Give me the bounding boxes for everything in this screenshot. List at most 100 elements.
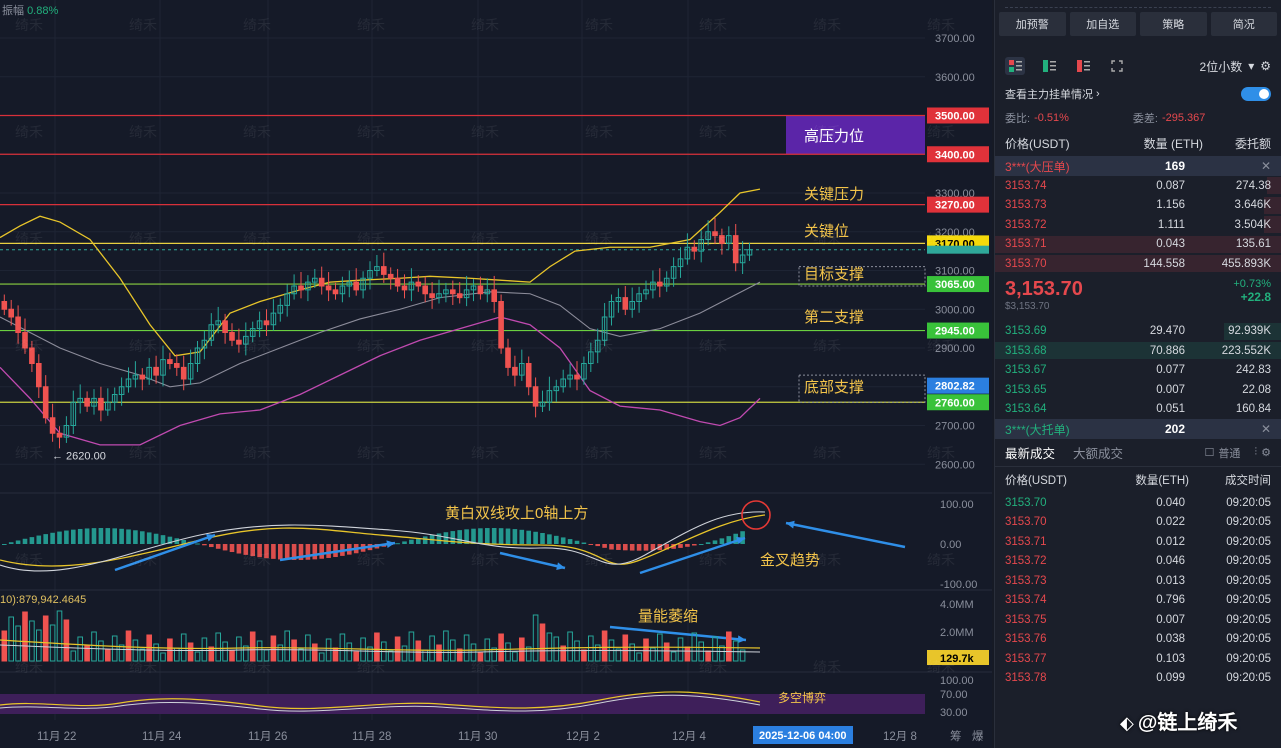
ask-row[interactable]: 3153.73 1.156 3.646K bbox=[1005, 196, 1281, 216]
blue-arrow-head bbox=[737, 635, 746, 644]
bid-row[interactable]: 3153.64 0.051 160.84 bbox=[1005, 400, 1271, 420]
volume-bar-up bbox=[118, 644, 125, 662]
volume-tag: 129.7k bbox=[940, 653, 975, 665]
bid-row[interactable]: 3153.65 0.007 22.08 bbox=[1005, 380, 1271, 400]
macd-bar-negative bbox=[629, 544, 635, 551]
ask-row[interactable]: 3153.72 1.111 3.504K bbox=[1005, 215, 1281, 235]
trade-price: 3153.70 bbox=[1005, 496, 1047, 509]
trade-row: 3153.70 0.022 09:20:05 bbox=[995, 513, 1281, 533]
settings-icon[interactable]: ⚙ bbox=[1260, 59, 1271, 73]
bid-price: 3153.69 bbox=[1005, 325, 1047, 338]
orderbook-both-icon[interactable] bbox=[1005, 57, 1025, 75]
macd-bar-positive bbox=[485, 528, 490, 544]
bull-candle bbox=[187, 363, 194, 380]
macd-bar-positive bbox=[554, 535, 559, 544]
bull-candle bbox=[360, 277, 366, 291]
bull-candle bbox=[305, 281, 311, 291]
bull-candle bbox=[291, 285, 297, 295]
orderbook-bids-icon[interactable] bbox=[1039, 57, 1059, 75]
trade-time: 09:20:05 bbox=[1226, 613, 1271, 626]
bid-qty: 29.470 bbox=[1149, 325, 1185, 338]
macd-bar-positive bbox=[29, 537, 35, 544]
bid-price: 3153.65 bbox=[1005, 383, 1047, 396]
settings-icon[interactable]: ⚙ bbox=[1261, 447, 1271, 459]
volume-bar-up bbox=[567, 631, 573, 662]
trade-time: 09:20:05 bbox=[1226, 516, 1271, 529]
ask-row[interactable]: 3153.71 0.043 135.61 bbox=[995, 235, 1281, 255]
col-qty[interactable]: 数量 (ETH) bbox=[1143, 136, 1203, 151]
add-alert-button[interactable]: 加预警 bbox=[999, 12, 1066, 36]
col-total[interactable]: 委托额 bbox=[1234, 136, 1271, 151]
tab-large-trades[interactable]: 大额成交 bbox=[1073, 447, 1124, 461]
blue-arrow bbox=[609, 625, 747, 642]
volume-bar-down bbox=[187, 642, 194, 662]
trade-row: 3153.72 0.046 09:20:05 bbox=[995, 552, 1281, 572]
macd-bar-negative bbox=[319, 544, 324, 559]
volume-bar-up bbox=[650, 647, 656, 662]
volume-bar-up bbox=[367, 646, 373, 662]
decimals-select[interactable]: 2位小数 ▾ ⚙ bbox=[1200, 58, 1271, 75]
macd-bar-negative bbox=[229, 544, 235, 553]
amplitude-value: 0.88% bbox=[27, 5, 59, 17]
order-ratio-row: 委比: -0.51% 委差: -295.367 bbox=[995, 106, 1281, 130]
bull-candle bbox=[670, 266, 677, 279]
fullscreen-icon[interactable] bbox=[1107, 57, 1127, 75]
close-icon[interactable]: ✕ bbox=[1260, 159, 1271, 173]
trade-col-time: 成交时间 bbox=[1225, 475, 1271, 487]
trade-col-qty[interactable]: 数量(ETH) bbox=[1135, 475, 1189, 487]
volume-bar-down bbox=[312, 643, 318, 662]
ask-total: 455.893K bbox=[1221, 257, 1271, 270]
overview-button[interactable]: 简况 bbox=[1210, 12, 1277, 36]
volume-tick: 4.0MM bbox=[940, 599, 974, 611]
volume-bar-up bbox=[8, 616, 14, 662]
ask-row[interactable]: 3153.70 144.558 455.893K bbox=[995, 254, 1281, 274]
big-bid-order[interactable]: 3***(大托单) 202 ✕ bbox=[995, 419, 1281, 439]
bear-candle bbox=[84, 397, 90, 407]
volume-note: 量能萎缩 bbox=[638, 608, 698, 625]
rsi-tick: 70.00 bbox=[940, 689, 968, 701]
macd-bar-positive bbox=[698, 543, 704, 545]
bear-candle bbox=[477, 285, 484, 295]
bull-candle bbox=[215, 320, 221, 326]
chart-area[interactable]: ← 2620.00 高压力位 关键压力 关键位 目标支撑 第二支撑 底部支撑 3700.00 3… bbox=[0, 0, 992, 748]
bear-candle bbox=[8, 308, 14, 318]
time-tick: 11月 22 bbox=[37, 731, 76, 743]
trade-qty: 0.099 bbox=[1156, 672, 1185, 685]
price-tag-bg bbox=[927, 276, 989, 293]
blue-arrow-head bbox=[736, 536, 745, 545]
volume-bar-up bbox=[346, 642, 353, 662]
macd-bar-negative bbox=[222, 544, 228, 551]
ask-row[interactable]: 3153.74 0.087 274.38 bbox=[1005, 176, 1281, 196]
macd-bar-negative bbox=[609, 544, 614, 550]
strategy-button[interactable]: 策略 bbox=[1140, 12, 1207, 36]
bull-candle bbox=[519, 363, 525, 376]
bid-total: 160.84 bbox=[1235, 403, 1271, 416]
main-orders-label[interactable]: 查看主力挂单情况 bbox=[1005, 89, 1093, 101]
trade-price: 3153.72 bbox=[1005, 555, 1047, 568]
add-watchlist-button[interactable]: 加自选 bbox=[1069, 12, 1136, 36]
big-ask-order[interactable]: 3***(大压单) 169 ✕ bbox=[995, 156, 1281, 176]
bear-candle bbox=[298, 285, 304, 291]
bid-row[interactable]: 3153.69 29.470 92.939K bbox=[1005, 322, 1281, 342]
bid-row[interactable]: 3153.68 70.886 223.552K bbox=[995, 341, 1281, 361]
normal-checkbox[interactable]: ☐ 普通 ⫶ ⚙ bbox=[1205, 445, 1272, 461]
bear-candle bbox=[732, 235, 739, 264]
diamond-logo-icon: ⬖ bbox=[1120, 713, 1134, 733]
bid-price: 3153.64 bbox=[1005, 403, 1047, 416]
orderbook-asks-icon[interactable] bbox=[1073, 57, 1093, 75]
trade-qty: 0.040 bbox=[1156, 496, 1185, 509]
diff-label: 委差: bbox=[1132, 113, 1158, 125]
blue-arrow bbox=[114, 533, 216, 572]
macd-bar-negative bbox=[271, 544, 276, 559]
filter-icon[interactable]: ⫶ bbox=[1254, 446, 1258, 458]
bear-candle bbox=[98, 397, 104, 411]
bid-row[interactable]: 3153.67 0.077 242.83 bbox=[1005, 361, 1271, 381]
price-tag-bg bbox=[927, 196, 989, 213]
close-icon[interactable]: ✕ bbox=[1260, 422, 1271, 436]
price-tag: 2945.00 bbox=[935, 326, 975, 338]
tab-latest-trades[interactable]: 最新成交 bbox=[1005, 447, 1056, 461]
main-orders-toggle[interactable] bbox=[1241, 87, 1271, 101]
orderbook-header: 价格(USDT) 数量 (ETH) 委托额 bbox=[995, 130, 1281, 156]
bear-candle bbox=[422, 285, 428, 295]
